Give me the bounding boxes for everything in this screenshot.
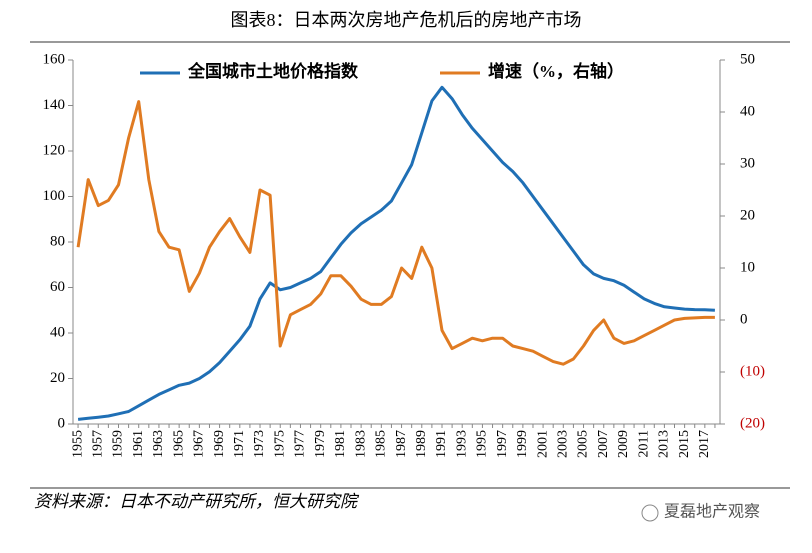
y-tick-label: 100: [43, 188, 66, 204]
x-tick-label: 1979: [313, 430, 328, 458]
x-tick-label: 1985: [374, 430, 389, 458]
x-tick-label: 2001: [535, 430, 550, 458]
x-tick-label: 1983: [353, 430, 368, 458]
x-tick-label: 2005: [576, 430, 591, 458]
y-tick-label: 80: [50, 233, 65, 249]
y-tick-label: 60: [50, 279, 65, 295]
x-tick-label: 1973: [252, 430, 267, 458]
source: 资料来源：日本不动产研究所，恒大研究院: [34, 492, 360, 511]
x-tick-label: 1969: [212, 430, 227, 458]
x-tick-label: 2009: [616, 430, 631, 458]
x-tick-label: 1955: [70, 430, 85, 458]
y-tick-label: 40: [50, 324, 65, 340]
x-tick-label: 2013: [657, 430, 672, 458]
x-tick-label: 1957: [90, 430, 105, 458]
y2-tick-label: 20: [740, 207, 755, 223]
x-tick-label: 2007: [596, 430, 611, 458]
legend-label: 全国城市土地价格指数: [187, 61, 359, 81]
y2-tick-label: (10): [740, 363, 765, 379]
x-tick-label: 2015: [677, 430, 692, 458]
x-tick-label: 1995: [475, 430, 490, 458]
x-tick-label: 1977: [293, 430, 308, 458]
x-tick-label: 2003: [556, 430, 571, 458]
x-tick-label: 1991: [434, 430, 449, 458]
x-tick-label: 2011: [636, 430, 651, 457]
x-tick-label: 1987: [394, 430, 409, 458]
watermark: 夏磊地产观察: [664, 503, 760, 521]
watermark-icon: [641, 504, 659, 522]
x-tick-label: 2017: [697, 430, 712, 458]
y2-tick-label: 50: [740, 51, 755, 67]
series-line: [76, 100, 715, 366]
x-tick-label: 1967: [192, 430, 207, 458]
x-tick-label: 1963: [151, 430, 166, 458]
y-tick-label: 140: [43, 97, 66, 113]
y-tick-label: 20: [50, 370, 65, 386]
x-tick-label: 1975: [272, 430, 287, 458]
x-tick-label: 1993: [454, 430, 469, 458]
chart-title: 图表8：日本两次房地产危机后的房地产市场: [231, 10, 582, 30]
x-tick-label: 1961: [131, 430, 146, 458]
x-tick-label: 1965: [171, 430, 186, 458]
x-tick-label: 1999: [515, 430, 530, 458]
legend-label: 增速（%，右轴）: [488, 61, 624, 81]
x-tick-label: 1959: [111, 430, 126, 458]
y-tick-label: 160: [43, 51, 66, 67]
x-tick-label: 1997: [495, 430, 510, 458]
y2-tick-label: 40: [740, 103, 755, 119]
y-tick-label: 120: [43, 142, 66, 158]
y2-tick-label: 0: [740, 311, 748, 327]
series-line: [77, 85, 715, 421]
x-tick-label: 1981: [333, 430, 348, 458]
y2-tick-label: (20): [740, 415, 765, 431]
x-tick-label: 1971: [232, 430, 247, 458]
y2-tick-label: 30: [740, 155, 755, 171]
y2-tick-label: 10: [740, 259, 755, 275]
x-tick-label: 1989: [414, 430, 429, 458]
y-tick-label: 0: [58, 415, 66, 431]
